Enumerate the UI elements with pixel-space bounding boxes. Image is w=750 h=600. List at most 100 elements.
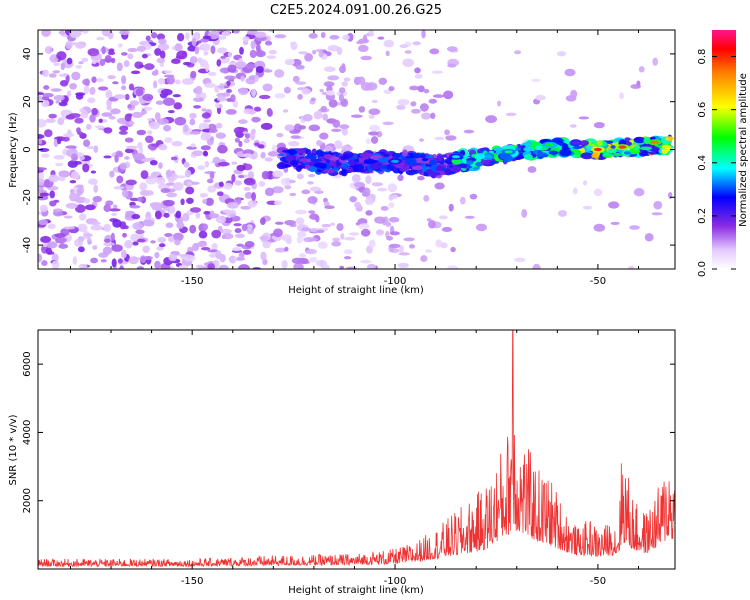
heatmap-cell — [644, 233, 654, 242]
heatmap-cell — [83, 139, 91, 148]
heatmap-cell — [79, 155, 86, 161]
heatmap-cell — [365, 197, 374, 206]
heatmap-cell — [419, 103, 429, 112]
y-tick-label: 2000 — [22, 488, 33, 513]
heatmap-cell — [239, 46, 244, 55]
heatmap-cell — [316, 140, 323, 146]
heatmap-cell — [87, 97, 96, 104]
heatmap-cell — [110, 57, 116, 64]
heatmap-cell — [121, 249, 127, 259]
heatmap-cell — [100, 259, 107, 263]
heatmap-cell — [307, 196, 318, 204]
heatmap-cell — [386, 235, 394, 241]
heatmap-cell — [339, 87, 346, 94]
heatmap-cell — [208, 253, 218, 258]
heatmap-cell — [48, 113, 57, 119]
heatmap-cell — [475, 223, 488, 232]
heatmap-cell — [414, 67, 421, 74]
heatmap-cell — [197, 57, 203, 64]
heatmap-cell — [257, 144, 265, 149]
colorbar-ticks: 0.0 0.2 0.4 0.6 0.8 — [697, 49, 736, 277]
heatmap-cell — [215, 122, 223, 129]
heatmap-cell — [182, 61, 191, 66]
heatmap-cell — [336, 46, 343, 56]
heatmap-cell — [214, 85, 220, 93]
heatmap-cell — [175, 210, 182, 219]
y-tick-label: 4000 — [22, 420, 33, 445]
heatmap-cell — [93, 184, 99, 193]
figure-title: C2E5.2024.091.00.26.G25 — [270, 3, 442, 18]
heatmap-cell — [343, 77, 351, 82]
heatmap-cell — [51, 253, 59, 262]
heatmap-cell — [192, 150, 204, 157]
heatmap-cell — [207, 263, 216, 269]
heatmap-cell — [451, 165, 461, 173]
heatmap-cell — [110, 108, 121, 115]
heatmap-cell — [330, 222, 336, 226]
heatmap-cell — [65, 145, 77, 149]
heatmap-cell — [165, 222, 174, 228]
heatmap-cell — [71, 171, 80, 180]
heatmap-cell — [201, 112, 211, 119]
heatmap-cell — [557, 209, 568, 217]
heatmap-cell — [411, 108, 421, 114]
heatmap-cell — [251, 192, 256, 201]
heatmap-cell — [451, 157, 462, 165]
heatmap-cell — [238, 140, 243, 148]
heatmap-cell — [264, 187, 275, 197]
heatmap-cell — [123, 60, 130, 68]
heatmap-cell — [90, 224, 103, 231]
heatmap-cell — [444, 129, 450, 136]
heatmap-cell — [55, 162, 64, 167]
heatmap-cell — [157, 43, 170, 51]
heatmap-cell — [651, 212, 663, 216]
heatmap-cell — [234, 228, 242, 234]
heatmap-cell — [190, 70, 197, 79]
heatmap-cell — [309, 186, 322, 192]
heatmap-cell — [46, 241, 58, 249]
heatmap-cell — [47, 223, 56, 230]
heatmap-cell — [230, 94, 236, 103]
heatmap-cell — [187, 182, 192, 186]
heatmap-cell — [293, 263, 304, 269]
heatmap-cell — [145, 35, 151, 42]
heatmap-cell — [297, 93, 303, 100]
heatmap-cell — [49, 200, 57, 207]
heatmap-cell — [156, 57, 166, 64]
heatmap-cell — [532, 263, 541, 269]
heatmap-cell — [272, 170, 284, 178]
heatmap-cell — [274, 93, 286, 99]
heatmap-cell — [117, 258, 123, 264]
heatmap-cell — [301, 88, 311, 95]
heatmap-cell — [38, 147, 50, 153]
heatmap-cell — [339, 265, 345, 269]
heatmap-cell — [608, 201, 620, 209]
heatmap-cell — [38, 167, 48, 171]
heatmap-cell — [385, 169, 391, 173]
heatmap-cell — [368, 108, 381, 116]
heatmap-cell — [41, 260, 48, 267]
heatmap-cell — [155, 176, 166, 185]
heatmap-cell — [332, 237, 341, 242]
heatmap-cell — [633, 145, 640, 151]
heatmap-cell — [308, 237, 318, 242]
heatmap-cell — [157, 236, 167, 243]
heatmap-cell — [310, 97, 316, 102]
heatmap-cell — [189, 130, 201, 135]
heatmap-cell — [570, 89, 578, 99]
heatmap-cell — [266, 55, 277, 60]
heatmap-cell — [154, 251, 160, 259]
heatmap-cell — [308, 210, 316, 214]
heatmap-cell — [251, 116, 261, 123]
heatmap-cell — [195, 85, 203, 95]
heatmap-cell — [426, 168, 433, 175]
heatmap-cell — [216, 96, 227, 102]
heatmap-cell — [139, 182, 148, 191]
heatmap-cell — [44, 46, 53, 54]
heatmap-cell — [284, 185, 292, 190]
heatmap-cell — [139, 190, 150, 196]
heatmap-cell — [322, 113, 329, 121]
heatmap-cell — [593, 223, 606, 232]
heatmap-cell — [118, 130, 128, 135]
heatmap-cell — [258, 94, 271, 100]
